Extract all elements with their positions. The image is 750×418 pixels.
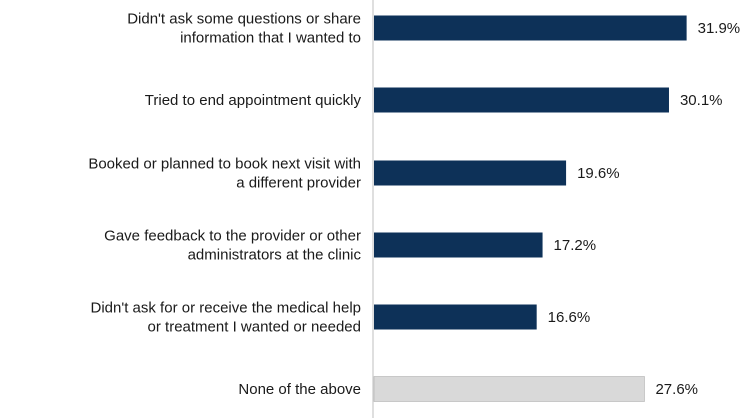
bar-value-label: 31.9%: [698, 20, 741, 37]
bar-value-label: 19.6%: [577, 165, 620, 182]
bar-value-label: 27.6%: [655, 381, 698, 398]
bar: [374, 160, 567, 186]
category-label: Gave feedback to the provider or other: [104, 228, 361, 245]
category-label: Booked or planned to book next visit wit…: [88, 156, 361, 173]
category-label: information that I wanted to: [180, 30, 361, 47]
category-label: None of the above: [238, 381, 361, 398]
category-label: Tried to end appointment quickly: [145, 92, 362, 109]
bar-value-label: 16.6%: [548, 309, 591, 326]
bar: [374, 304, 537, 330]
category-label: Didn't ask some questions or share: [127, 11, 361, 28]
bar-value-label: 30.1%: [680, 92, 723, 109]
category-label: or treatment I wanted or needed: [148, 319, 361, 336]
bar: [374, 232, 543, 258]
category-label: Didn't ask for or receive the medical he…: [91, 300, 362, 317]
bar: [373, 376, 645, 402]
bar: [374, 87, 669, 113]
category-label: a different provider: [236, 175, 361, 192]
bar: [374, 15, 687, 41]
category-label: administrators at the clinic: [188, 247, 362, 264]
bar-value-label: 17.2%: [554, 237, 597, 254]
